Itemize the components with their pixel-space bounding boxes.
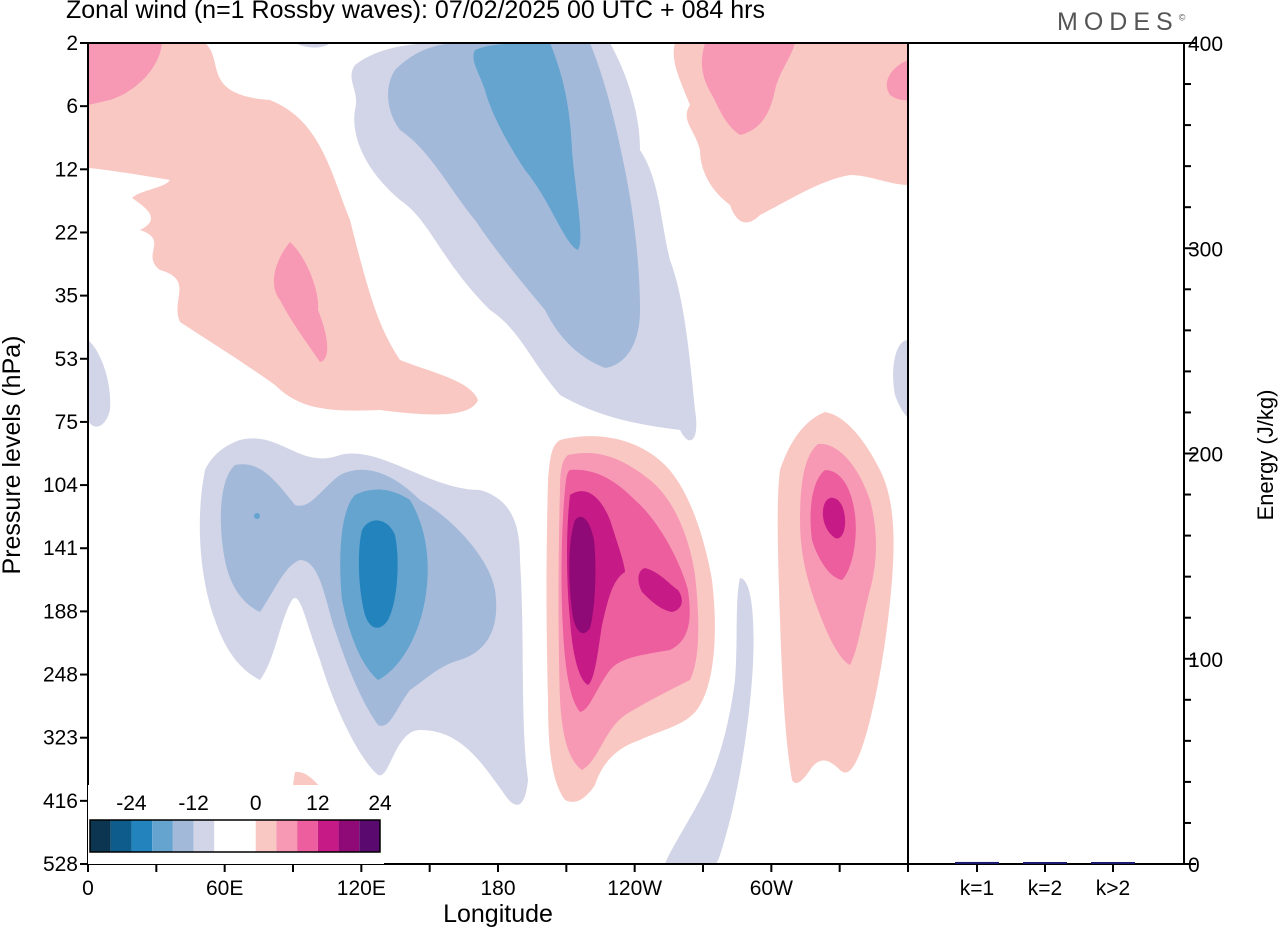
energy-bars	[955, 861, 1135, 864]
contour-neg-lower-4	[358, 520, 398, 628]
contour-neg-top-sliver	[295, 43, 330, 48]
energy-axis-tick-labels: 0 100 200 300 400	[1188, 33, 1223, 877]
contour-neg-right-edge	[893, 340, 908, 418]
y-tick-label: 104	[43, 474, 78, 497]
x-axis-ticks	[87, 864, 909, 872]
energy-axis-ticks	[1184, 42, 1196, 865]
y-tick-label: 6	[66, 95, 78, 118]
y-tick-label: 35	[55, 285, 78, 308]
energy-tick-label: 200	[1188, 444, 1223, 467]
legend-label: 24	[368, 792, 392, 815]
x-tick-label: 120E	[337, 877, 386, 900]
y-tick-label: 141	[43, 537, 78, 560]
energy-tick-label: 0	[1188, 854, 1200, 877]
chart-title: Zonal wind (n=1 Rossby waves): 07/02/202…	[66, 0, 765, 24]
legend-swatch	[131, 820, 153, 852]
energy-bar	[955, 861, 999, 864]
y-axis-ticks	[80, 42, 88, 865]
y-tick-label: 2	[66, 32, 78, 55]
x-axis-tick-labels: 0 60E 120E 180 120W 60W	[82, 877, 793, 900]
contour-neg-left-edge	[88, 340, 111, 427]
legend-label: -12	[178, 792, 208, 815]
energy-category-label: k=1	[960, 877, 994, 900]
legend-frame	[89, 819, 381, 853]
contour-neg-dot	[254, 513, 260, 519]
contour-neg-upper-3	[473, 43, 581, 250]
logo-text: MODES	[1057, 8, 1179, 36]
x-tick-label: 60W	[750, 877, 793, 900]
energy-tick-label: 300	[1188, 238, 1223, 261]
legend-swatch	[297, 820, 318, 852]
legend-swatch	[110, 820, 132, 852]
legend-swatch	[235, 820, 256, 852]
y-tick-label: 323	[43, 727, 78, 750]
legend-swatch	[152, 820, 173, 852]
contour-pos-upper-right-3	[886, 60, 908, 101]
x-tick-label: 60E	[206, 877, 243, 900]
legend-swatch	[359, 820, 380, 852]
y-tick-label: 188	[43, 600, 78, 623]
y-axis-label: Pressure levels (hPa)	[0, 336, 26, 575]
legend-swatch	[193, 820, 215, 852]
logo-mark: ©	[1178, 12, 1186, 23]
energy-bar	[1091, 862, 1135, 864]
modes-logo: MODES©	[1057, 8, 1185, 37]
contour-pos-upper-left	[88, 43, 478, 415]
legend-swatch	[276, 820, 298, 852]
legend-swatch	[317, 820, 339, 852]
y-axis-tick-labels: 2 6 12 22 35 53 75 104 141 188 248 323 416 528	[43, 32, 78, 876]
legend-swatch	[255, 820, 277, 852]
x-tick-label: 0	[82, 877, 94, 900]
y-tick-label: 22	[55, 221, 78, 244]
y-tick-label: 528	[43, 853, 78, 876]
energy-tick-label: 100	[1188, 649, 1223, 672]
contour-pos-upper-right-2	[701, 43, 795, 135]
x-tick-label: 120W	[607, 877, 662, 900]
legend-swatch	[172, 820, 194, 852]
legend-label: -24	[116, 792, 147, 815]
contour-pos-right-4	[822, 497, 846, 539]
y-tick-label: 53	[55, 348, 78, 371]
contour-pos-lower-6	[569, 516, 596, 634]
contour-neg-upper-2	[388, 43, 640, 368]
energy-bar	[1023, 862, 1067, 864]
legend-label: 12	[306, 792, 329, 815]
energy-axis-label: Energy (J/kg)	[1253, 390, 1278, 521]
legend-swatches	[89, 819, 381, 853]
y-tick-label: 12	[55, 158, 78, 181]
energy-category-labels: k=1 k=2 k>2	[960, 864, 1130, 900]
energy-category-label: k=2	[1028, 877, 1062, 900]
legend-label: 0	[250, 792, 262, 815]
legend-labels: -24 -12 0 12 24	[116, 792, 392, 815]
legend-swatch	[214, 820, 235, 852]
x-tick-label: 180	[480, 877, 515, 900]
contour-field	[88, 43, 908, 864]
contour-pos-upper-left-3	[273, 242, 328, 362]
energy-category-label: k>2	[1096, 877, 1130, 900]
y-tick-label: 416	[43, 790, 78, 813]
legend-swatch	[90, 820, 111, 852]
energy-tick-label: 400	[1188, 33, 1223, 56]
contour-pos-lower-5	[638, 568, 682, 612]
contour-pos-upper-left-2	[88, 43, 162, 105]
y-tick-label: 248	[43, 664, 78, 687]
y-tick-label: 75	[55, 411, 78, 434]
x-axis-label: Longitude	[443, 900, 553, 928]
contour-neg-bottom-streak	[665, 578, 754, 864]
legend-swatch	[338, 820, 360, 852]
